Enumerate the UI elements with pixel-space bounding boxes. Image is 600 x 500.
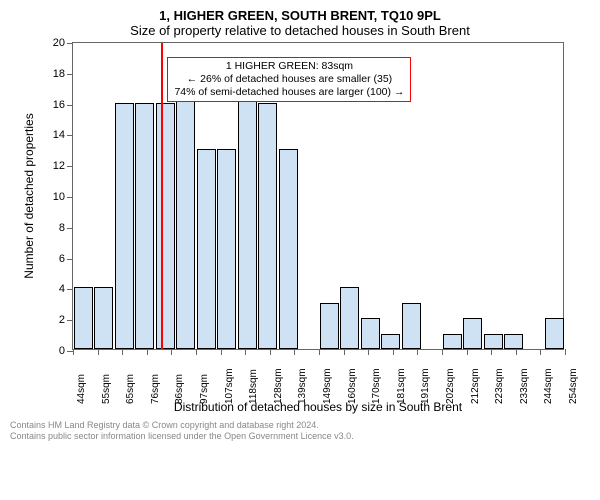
- page-title-2: Size of property relative to detached ho…: [10, 23, 590, 38]
- annotation-line: ← 26% of detached houses are smaller (35…: [174, 73, 404, 86]
- y-axis-label: Number of detached properties: [22, 113, 36, 278]
- y-tick-label: 14: [53, 129, 73, 141]
- annotation-box: 1 HIGHER GREEN: 83sqm← 26% of detached h…: [167, 57, 411, 102]
- histogram-bar: [94, 287, 113, 349]
- x-tick-label: 139sqm: [297, 368, 308, 404]
- histogram-bar: [443, 334, 462, 349]
- histogram-bar: [197, 149, 216, 349]
- y-tick-label: 2: [59, 314, 73, 326]
- x-tick-label: 107sqm: [224, 368, 235, 404]
- y-tick-label: 18: [53, 68, 73, 80]
- x-tick-label: 160sqm: [347, 368, 358, 404]
- x-tick-label: 86sqm: [174, 374, 185, 404]
- x-axis-label: Distribution of detached houses by size …: [72, 400, 564, 414]
- x-tick-label: 212sqm: [470, 368, 481, 404]
- annotation-line: 1 HIGHER GREEN: 83sqm: [174, 60, 404, 73]
- annotation-line: 74% of semi-detached houses are larger (…: [174, 86, 404, 99]
- x-tick-label: 55sqm: [101, 374, 112, 404]
- y-tick-label: 6: [59, 253, 73, 265]
- plot-area: Number of detached properties 0246810121…: [72, 42, 564, 350]
- x-tick: [565, 349, 566, 355]
- histogram-bar: [484, 334, 503, 349]
- footer-line-2: Contains public sector information licen…: [10, 431, 590, 442]
- histogram-bar: [340, 287, 359, 349]
- x-tick-label: 128sqm: [273, 368, 284, 404]
- histogram-bar: [504, 334, 523, 349]
- histogram-bar: [463, 318, 482, 349]
- y-tick-label: 0: [59, 345, 73, 357]
- x-tick-label: 223sqm: [494, 368, 505, 404]
- histogram-bar: [258, 103, 277, 349]
- histogram-bar: [279, 149, 298, 349]
- histogram-bar: [381, 334, 400, 349]
- footer-line-1: Contains HM Land Registry data © Crown c…: [10, 420, 590, 431]
- x-tick-row: 44sqm55sqm65sqm76sqm86sqm97sqm107sqm118s…: [72, 350, 564, 398]
- x-tick-label: 170sqm: [371, 368, 382, 404]
- x-tick-label: 44sqm: [76, 374, 87, 404]
- x-tick-label: 181sqm: [396, 368, 407, 404]
- y-tick-label: 16: [53, 99, 73, 111]
- histogram-bar: [402, 303, 421, 349]
- x-tick-label: 244sqm: [543, 368, 554, 404]
- x-tick-label: 191sqm: [420, 368, 431, 404]
- histogram-bar: [115, 103, 134, 349]
- subject-marker-line: [161, 43, 163, 349]
- histogram-bar: [238, 72, 257, 349]
- histogram-bar: [176, 72, 195, 349]
- page-title-1: 1, HIGHER GREEN, SOUTH BRENT, TQ10 9PL: [10, 8, 590, 23]
- x-tick-label: 76sqm: [150, 374, 161, 404]
- x-tick-label: 202sqm: [445, 368, 456, 404]
- histogram-bar: [320, 303, 339, 349]
- attribution-footer: Contains HM Land Registry data © Crown c…: [10, 420, 590, 442]
- histogram-bar: [135, 103, 154, 349]
- histogram-bar: [156, 103, 175, 349]
- x-tick-label: 97sqm: [199, 374, 210, 404]
- histogram-bar: [74, 287, 93, 349]
- x-tick-label: 149sqm: [322, 368, 333, 404]
- histogram-bar: [361, 318, 380, 349]
- y-tick-label: 12: [53, 160, 73, 172]
- x-tick-label: 118sqm: [248, 369, 259, 404]
- x-tick-label: 233sqm: [519, 368, 530, 404]
- y-tick-label: 4: [59, 283, 73, 295]
- y-tick-label: 20: [53, 37, 73, 49]
- x-tick-label: 65sqm: [125, 374, 136, 404]
- y-tick-label: 8: [59, 222, 73, 234]
- histogram-chart: Number of detached properties 0246810121…: [72, 42, 564, 414]
- histogram-bar: [217, 149, 236, 349]
- histogram-bar: [545, 318, 564, 349]
- y-tick-label: 10: [53, 191, 73, 203]
- x-tick-label: 254sqm: [568, 368, 579, 404]
